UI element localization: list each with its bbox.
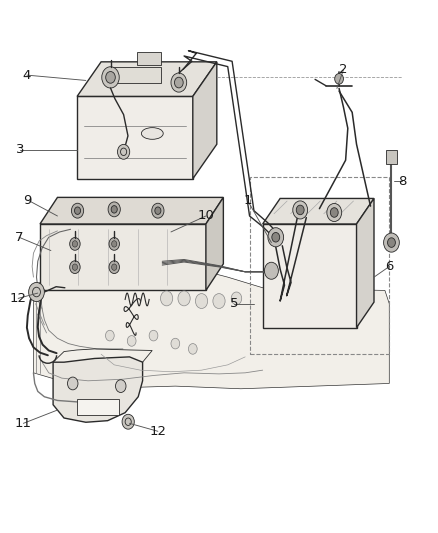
Circle shape [388,238,396,247]
Polygon shape [53,357,143,422]
Text: 9: 9 [24,193,32,207]
Polygon shape [263,198,374,224]
Circle shape [102,67,119,88]
Circle shape [149,330,158,341]
Circle shape [296,205,304,215]
Circle shape [231,292,242,305]
Circle shape [327,204,342,222]
Text: 2: 2 [339,63,348,76]
Circle shape [330,208,338,217]
Circle shape [160,291,173,306]
Polygon shape [206,197,223,290]
Polygon shape [40,224,206,290]
Circle shape [335,74,343,84]
Polygon shape [40,197,223,224]
Circle shape [195,294,208,309]
Circle shape [152,203,164,218]
Polygon shape [109,67,161,83]
Circle shape [265,262,279,279]
Circle shape [70,261,80,273]
Circle shape [117,144,130,159]
Circle shape [72,264,78,270]
Circle shape [155,207,161,214]
Text: 5: 5 [230,297,239,310]
Circle shape [178,291,190,306]
Circle shape [122,414,134,429]
FancyBboxPatch shape [386,150,397,164]
Circle shape [112,241,117,247]
Circle shape [74,207,81,214]
Text: 10: 10 [198,209,214,222]
Polygon shape [193,62,217,179]
Text: 11: 11 [15,417,32,430]
Polygon shape [77,96,193,179]
Circle shape [213,294,225,309]
Circle shape [127,336,136,346]
Text: 6: 6 [385,260,393,273]
Text: 8: 8 [398,175,406,188]
Polygon shape [263,224,357,328]
Circle shape [112,264,117,270]
Ellipse shape [141,127,163,139]
Circle shape [272,232,280,242]
Circle shape [174,77,183,88]
Text: 7: 7 [15,231,23,244]
Circle shape [108,202,120,217]
Circle shape [384,233,399,252]
Circle shape [72,241,78,247]
Circle shape [171,338,180,349]
Circle shape [188,344,197,354]
Polygon shape [33,266,389,389]
Circle shape [71,203,84,218]
Circle shape [106,71,115,83]
Circle shape [109,261,120,273]
Circle shape [106,330,114,341]
Circle shape [28,282,44,302]
Circle shape [70,238,80,251]
Circle shape [109,238,120,251]
Polygon shape [357,198,374,328]
Polygon shape [77,62,217,96]
Polygon shape [137,52,161,65]
Text: 4: 4 [23,69,31,82]
Circle shape [268,228,284,247]
Text: 12: 12 [149,425,166,438]
Circle shape [116,379,126,392]
Circle shape [171,73,187,92]
Circle shape [67,377,78,390]
Circle shape [111,206,117,213]
Text: 3: 3 [16,143,25,156]
Circle shape [293,201,307,219]
Polygon shape [77,399,119,415]
Text: 1: 1 [243,193,251,207]
Text: 12: 12 [10,292,27,305]
